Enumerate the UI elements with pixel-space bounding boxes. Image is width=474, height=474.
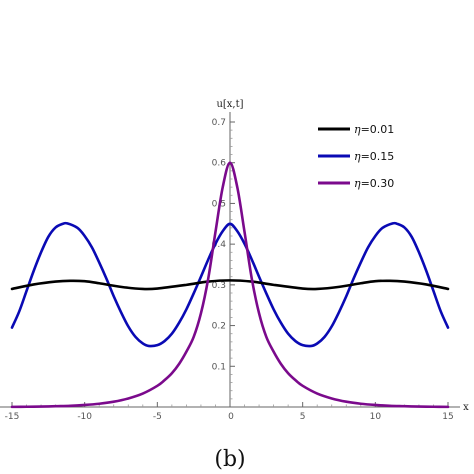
series-line-2 [10, 161, 450, 409]
x-tick-label: 10 [370, 412, 382, 422]
axes: -15 -10 -5 0 5 10 150.10.20.30.40.50.60.7u[x,t… [0, 99, 469, 422]
x-tick-label: -5 [153, 412, 162, 422]
y-axis-label: u[x,t] [216, 99, 243, 110]
legend-eta-symbol: η [354, 177, 361, 190]
legend-eta-value: =0.30 [361, 177, 395, 190]
legend-eta-symbol: η [354, 123, 361, 136]
figure-caption: (b) [214, 447, 245, 472]
x-tick-label: 0 [228, 412, 234, 422]
legend-eta-value: =0.01 [361, 123, 395, 136]
legend-label: η=0.01 [354, 123, 394, 136]
y-tick-label: 0.1 [212, 362, 226, 372]
series-line-0 [10, 279, 450, 291]
y-tick-label: 0.4 [212, 240, 227, 250]
x-axis-label: x [463, 402, 469, 413]
legend-label: η=0.30 [354, 177, 394, 190]
legend-eta-symbol: η [354, 150, 361, 163]
x-tick-label: -10 [77, 412, 92, 422]
y-tick-label: 0.7 [212, 118, 226, 128]
series-layer [10, 161, 450, 409]
legend-label: η=0.15 [354, 150, 394, 163]
y-tick-label: 0.2 [212, 322, 226, 332]
legend-eta-value: =0.15 [361, 150, 395, 163]
y-tick-label: 0.6 [212, 159, 227, 169]
legend: η=0.01η=0.15η=0.30 [318, 123, 394, 190]
x-tick-label: 15 [442, 412, 453, 422]
x-tick-label: -15 [5, 412, 20, 422]
y-tick-label: 0.3 [212, 281, 226, 291]
series-line-1 [10, 221, 450, 348]
x-tick-label: 5 [300, 412, 306, 422]
